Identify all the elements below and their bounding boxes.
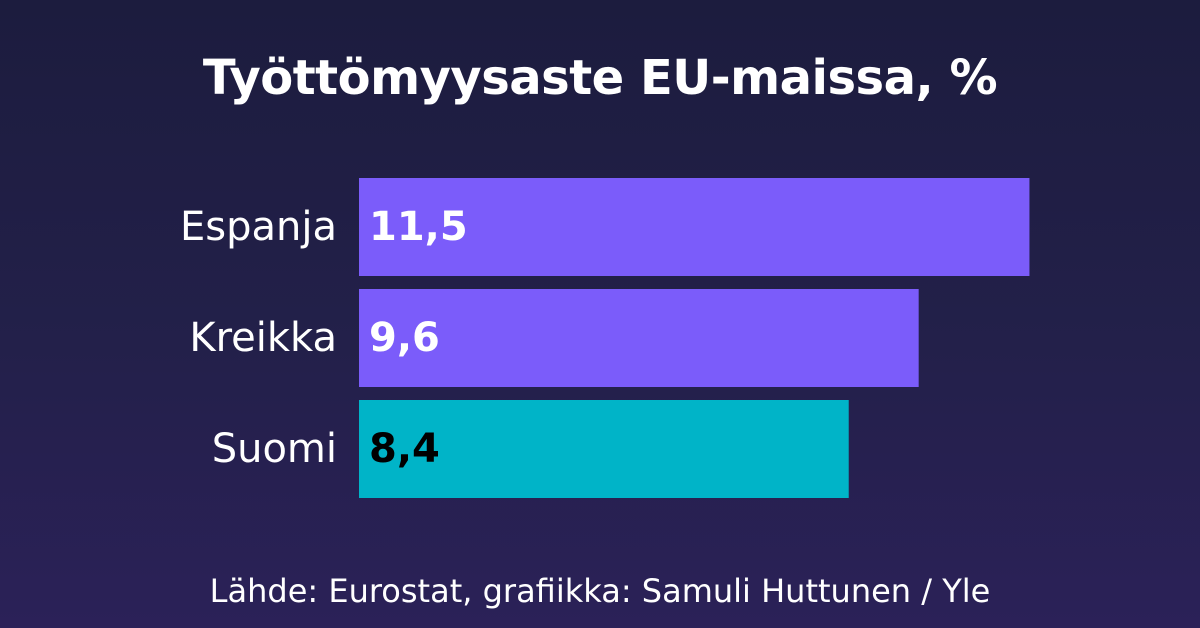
bar-espanja — [359, 178, 1030, 276]
category-label-kreikka: Kreikka — [189, 315, 337, 361]
category-label-suomi: Suomi — [212, 426, 337, 472]
value-label-suomi: 8,4 — [369, 426, 440, 472]
value-label-kreikka: 9,6 — [369, 315, 440, 361]
bar-suomi — [359, 400, 849, 498]
chart-title: Työttömyysaste EU-maissa, % — [202, 50, 998, 106]
bar-kreikka — [359, 289, 919, 387]
bars-group: Espanja 11,5 Kreikka 9,6 Suomi 8,4 — [180, 178, 1030, 498]
source-credit: Lähde: Eurostat, grafiikka: Samuli Huttu… — [209, 572, 991, 610]
value-label-espanja: 11,5 — [369, 204, 468, 250]
category-label-espanja: Espanja — [180, 204, 337, 250]
